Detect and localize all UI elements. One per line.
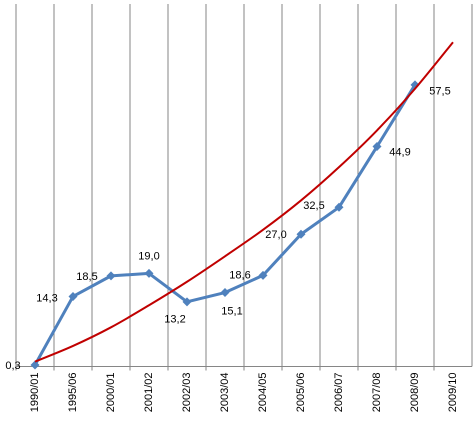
data-label: 57,5 xyxy=(429,86,450,98)
x-tick-label: 2008/09 xyxy=(409,373,421,413)
x-tick-label: 2009/10 xyxy=(447,373,459,413)
point xyxy=(144,268,154,278)
point xyxy=(372,142,382,152)
x-tick-label: 2004/05 xyxy=(257,373,269,413)
data-label: 18,6 xyxy=(229,269,250,281)
x-tick-label: 2005/06 xyxy=(295,373,307,413)
x-tick-label: 2006/07 xyxy=(333,373,345,413)
x-tick-label: 2003/04 xyxy=(219,373,231,413)
x-tick-label: 2007/08 xyxy=(371,373,383,413)
point xyxy=(30,360,40,370)
x-tick-label: 2000/01 xyxy=(105,373,117,413)
data-label: 13,2 xyxy=(164,314,185,326)
x-tick-label: 1995/06 xyxy=(67,373,79,413)
data-label: 32,5 xyxy=(303,200,324,212)
data-label: 18,5 xyxy=(76,271,97,283)
data-label: 15,1 xyxy=(221,305,242,317)
point xyxy=(296,229,306,239)
x-tick-label: 2002/03 xyxy=(181,373,193,413)
point xyxy=(68,291,78,301)
point xyxy=(220,288,230,298)
point xyxy=(258,270,268,280)
series-line xyxy=(34,41,454,363)
point xyxy=(182,297,192,307)
data-label: 14,3 xyxy=(36,292,57,304)
data-label: 27,0 xyxy=(265,229,286,241)
point xyxy=(334,202,344,212)
data-label: 44,9 xyxy=(389,146,410,158)
x-tick-label: 1990/01 xyxy=(29,373,41,413)
data-label: 0,3 xyxy=(5,360,20,372)
data-label: 19,0 xyxy=(138,250,159,262)
x-tick-label: 2001/02 xyxy=(143,373,155,413)
point xyxy=(106,271,116,281)
